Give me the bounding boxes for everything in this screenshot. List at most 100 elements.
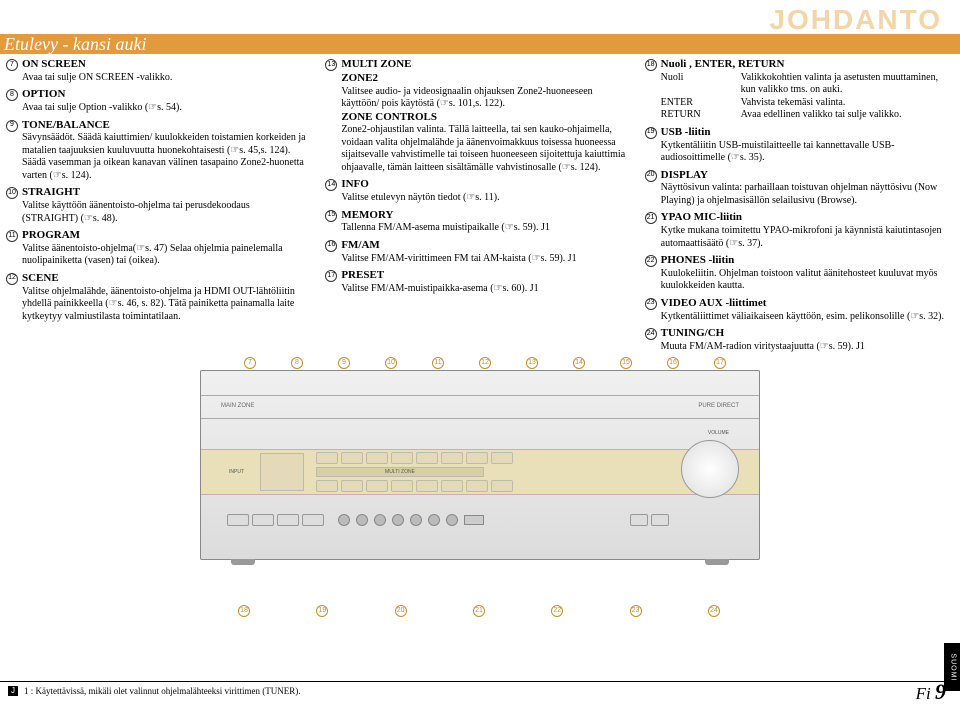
callout-19: 19	[316, 605, 328, 617]
entry-number: 15	[325, 210, 337, 222]
entry-number: 17	[325, 270, 337, 282]
entry-title: DISPLAY	[661, 169, 708, 183]
device-front-panel: MAIN ZONE PURE DIRECT INPUT MULTI ZONE V…	[200, 370, 760, 560]
entry-number: 23	[645, 298, 657, 310]
callout-12: 12	[479, 357, 491, 369]
page-title: Etulevy - kansi auki	[0, 33, 154, 56]
entry-body: Valitse etulevyn näytön tiedot (☞s. 11).	[325, 192, 626, 205]
entry-title: OPTION	[22, 88, 65, 102]
callout-row-top: 7891011121314151617	[236, 356, 734, 369]
entry-title: TUNING/CH	[661, 327, 725, 341]
entry-number: 7	[6, 59, 18, 71]
label-main-zone: MAIN ZONE	[221, 403, 254, 411]
callout-20: 20	[395, 605, 407, 617]
entry-number: 8	[6, 89, 18, 101]
kv-key: ENTER	[661, 97, 713, 110]
footnote-text: 1 : Käytettävissä, mikäli olet valinnut …	[24, 686, 300, 697]
kv-key: RETURN	[661, 109, 713, 122]
entry-title: MEMORY	[341, 209, 393, 223]
callout-24: 24	[708, 605, 720, 617]
page-number: Fi 9	[916, 678, 946, 706]
entry-title: ON SCREEN	[22, 58, 86, 72]
kv-value: Valikkokohtien valinta ja asetusten muut…	[741, 72, 946, 97]
callout-23: 23	[630, 605, 642, 617]
device-figure: 7891011121314151617 MAIN ZONE PURE DIREC…	[200, 370, 760, 620]
entry-title: INFO	[341, 178, 369, 192]
entry-number: 18	[645, 59, 657, 71]
entry-body: Näyttösivun valinta: parhaillaan toistuv…	[645, 182, 946, 207]
callout-22: 22	[551, 605, 563, 617]
entry-number: 21	[645, 212, 657, 224]
entry-title: MULTI ZONE	[341, 58, 411, 72]
entry-14: 14INFOValitse etulevyn näytön tiedot (☞s…	[325, 178, 626, 204]
label-pure-direct: PURE DIRECT	[698, 403, 739, 411]
volume-knob	[681, 440, 739, 498]
callout-row-bottom: 18192021222324	[200, 604, 760, 617]
section-watermark: JOHDANTO	[769, 2, 942, 37]
entry-19: 19USB -liitinKytkentäliitin USB-muistila…	[645, 126, 946, 165]
label-multi-zone: MULTI ZONE	[316, 467, 484, 477]
label-volume: VOLUME	[708, 430, 729, 436]
entry-body: Kytkentäliittimet väliaikaiseen käyttöön…	[645, 311, 946, 324]
entry-17: 17 PRESETValitse FM/AM-muistipaikka-asema…	[325, 269, 626, 295]
content-columns: 7ON SCREENAvaa tai sulje ON SCREEN -vali…	[6, 58, 946, 357]
entry-number: 10	[6, 187, 18, 199]
entry-number: 13	[325, 59, 337, 71]
entry-number: 9	[6, 120, 18, 132]
entry-title: PHONES -liitin	[661, 254, 735, 268]
entry-title: FM/AM	[341, 239, 379, 253]
callout-13: 13	[526, 357, 538, 369]
jack-row	[227, 503, 669, 537]
entry-number: 16	[325, 240, 337, 252]
entry-23: 23 VIDEO AUX -liittimetKytkentäliittimet …	[645, 297, 946, 323]
entry-11: 11PROGRAMValitse äänentoisto-ohjelma(☞s.…	[6, 229, 307, 268]
entry-8: 8 OPTIONAvaa tai sulje Option -valikko (☞…	[6, 88, 307, 114]
callout-7: 7	[244, 357, 256, 369]
entry-16: 16 FM/AMValitse FM/AM-virittimeen FM tai …	[325, 239, 626, 265]
entry-13: 13MULTI ZONEZONE2Valitsee audio- ja vide…	[325, 58, 626, 174]
entry-body: Kytke mukana toimitettu YPAO-mikrofoni j…	[645, 225, 946, 250]
entry-subtext: Zone2-ohjaustilan valinta. Tällä laittee…	[341, 124, 626, 174]
entry-body: Sävynsäädöt. Säädä kaiuttimien/ kuulokke…	[6, 132, 307, 182]
entry-title: VIDEO AUX -liittimet	[661, 297, 767, 311]
entry-title: USB -liitin	[661, 126, 711, 140]
callout-11: 11	[432, 357, 444, 369]
entry-title: SCENE	[22, 272, 59, 286]
entry-20: 20DISPLAYNäyttösivun valinta: parhaillaa…	[645, 169, 946, 208]
callout-21: 21	[473, 605, 485, 617]
entry-18: 18Nuoli , ENTER, RETURNNuoliValikkokohti…	[645, 58, 946, 122]
kv-value: Vahvista tekemäsi valinta.	[741, 97, 946, 110]
kv-value: Avaa edellinen valikko tai sulje valikko…	[741, 109, 946, 122]
entry-body: Valitse ohjelmalähde, äänentoisto-ohjelm…	[6, 286, 307, 324]
entry-subtext: Valitsee audio- ja videosignaalin ohjauk…	[341, 86, 626, 111]
callout-8: 8	[291, 357, 303, 369]
entry-body: Valitse käyttöön äänentoisto-ohjelma tai…	[6, 200, 307, 225]
column-1: 7ON SCREENAvaa tai sulje ON SCREEN -vali…	[6, 58, 307, 357]
input-selector	[260, 453, 304, 491]
entry-22: 22 PHONES -liitinKuulokeliitin. Ohjelman …	[645, 254, 946, 293]
entry-number: 24	[645, 328, 657, 340]
entry-body: Avaa tai sulje Option -valikko (☞s. 54).	[6, 102, 307, 115]
entry-title: TONE/BALANCE	[22, 119, 110, 133]
entry-body: Kuulokeliitin. Ohjelman toistoon valitut…	[645, 268, 946, 293]
callout-15: 15	[620, 357, 632, 369]
entry-title: PRESET	[341, 269, 384, 283]
entry-15: 15 MEMORYTallenna FM/AM-asema muistipaika…	[325, 209, 626, 235]
entry-body: Valitse FM/AM-muistipaikka-asema (☞s. 60…	[325, 283, 626, 296]
entry-24: 24 TUNING/CHMuuta FM/AM-radion viritystaa…	[645, 327, 946, 353]
entry-number: 22	[645, 255, 657, 267]
entry-9: 9 TONE/BALANCESävynsäädöt. Säädä kaiuttim…	[6, 119, 307, 183]
entry-7: 7ON SCREENAvaa tai sulje ON SCREEN -vali…	[6, 58, 307, 84]
entry-body: Valitse FM/AM-virittimeen FM tai AM-kais…	[325, 253, 626, 266]
entry-title: Nuoli , ENTER, RETURN	[661, 58, 785, 72]
entry-number: 11	[6, 230, 18, 242]
entry-10: 10STRAIGHTValitse käyttöön äänentoisto-o…	[6, 186, 307, 225]
entry-body: Tallenna FM/AM-asema muistipaikalle (☞s.…	[325, 222, 626, 235]
entry-body: Kytkentäliitin USB-muistilaitteelle tai …	[645, 140, 946, 165]
callout-10: 10	[385, 357, 397, 369]
entry-21: 21YPAO MIC-liitinKytke mukana toimitettu…	[645, 211, 946, 250]
entry-body: Muuta FM/AM-radion viritystaajuutta (☞s.…	[645, 341, 946, 354]
column-3: 18Nuoli , ENTER, RETURNNuoliValikkokohti…	[645, 58, 946, 357]
callout-16: 16	[667, 357, 679, 369]
entry-body: Valitse äänentoisto-ohjelma(☞s. 47) Sela…	[6, 243, 307, 268]
